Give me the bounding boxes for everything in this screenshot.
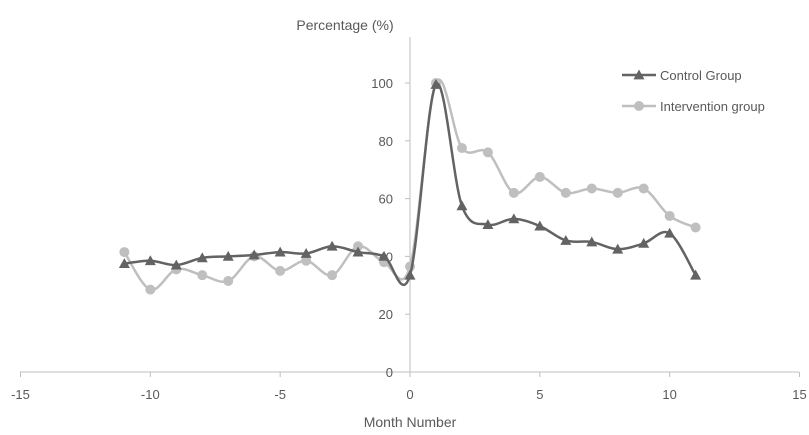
x-tick-label: 10 [662,387,676,402]
y-axis-label: Percentage (%) [296,17,393,33]
data-point-control-group [118,258,130,269]
data-point-control-group [352,246,364,257]
x-tick-labels: -15 -10 -5 0 5 10 15 [11,372,807,402]
data-point-control-group [612,243,624,254]
x-tick-label: -5 [274,387,286,402]
data-point-intervention-group [508,187,519,198]
data-point-control-group [508,213,520,224]
legend-label: Intervention group [660,99,765,114]
data-point-control-group [430,78,442,89]
data-point-intervention-group [145,284,156,295]
data-point-control-group [144,255,156,266]
data-point-control-group [456,200,468,211]
data-point-control-group [560,235,572,245]
x-axis-label: Month Number [364,414,457,430]
data-point-control-group [664,227,676,238]
y-tick-label: 20 [379,307,393,322]
data-point-intervention-group [638,183,649,194]
y-tick-label: 80 [379,134,393,149]
y-tick-label: 60 [379,192,393,207]
data-point-intervention-group [534,171,545,182]
x-tick-label: 0 [406,387,413,402]
data-point-control-group [534,220,546,231]
data-point-control-group [222,250,234,261]
data-point-intervention-group [301,255,312,266]
data-point-intervention-group [482,147,493,158]
data-point-control-group [482,219,494,230]
data-point-control-group [326,240,338,251]
legend-item-intervention-group: Intervention group [622,99,765,114]
data-point-control-group [690,269,702,280]
legend-label: Control Group [660,68,742,83]
data-point-control-group [300,248,312,258]
data-point-control-group [170,259,182,270]
data-point-intervention-group [275,265,286,276]
data-point-control-group [586,236,598,247]
data-point-intervention-group [327,270,338,281]
data-point-intervention-group [586,183,597,194]
legend-item-control-group: Control Group [622,68,742,83]
data-point-intervention-group [690,222,701,233]
data-point-control-group [248,249,260,260]
y-tick-label: 0 [386,365,393,380]
series-control-group [118,78,702,286]
data-point-intervention-group [119,247,130,258]
data-point-control-group [378,250,390,261]
data-point-control-group [196,252,208,263]
data-point-control-group [274,246,286,257]
data-point-intervention-group [223,275,234,286]
data-point-intervention-group [664,210,675,221]
x-tick-label: -15 [11,387,30,402]
y-tick-labels: 020406080100 [371,76,410,380]
y-tick-label: 100 [371,76,393,91]
data-point-intervention-group [560,187,571,198]
legend: Control Group Intervention group [622,68,765,114]
data-point-intervention-group [456,143,467,154]
x-tick-label: 15 [792,387,806,402]
data-point-control-group [404,269,416,280]
data-point-intervention-group [353,241,364,252]
legend-swatch-marker [634,101,644,111]
axes [20,37,799,373]
data-point-intervention-group [612,187,623,198]
legend-swatch-marker [633,69,645,80]
x-tick-label: -10 [141,387,160,402]
data-point-control-group [638,237,650,248]
series-layer [118,78,702,295]
data-point-intervention-group [197,270,208,281]
x-tick-label: 5 [536,387,543,402]
